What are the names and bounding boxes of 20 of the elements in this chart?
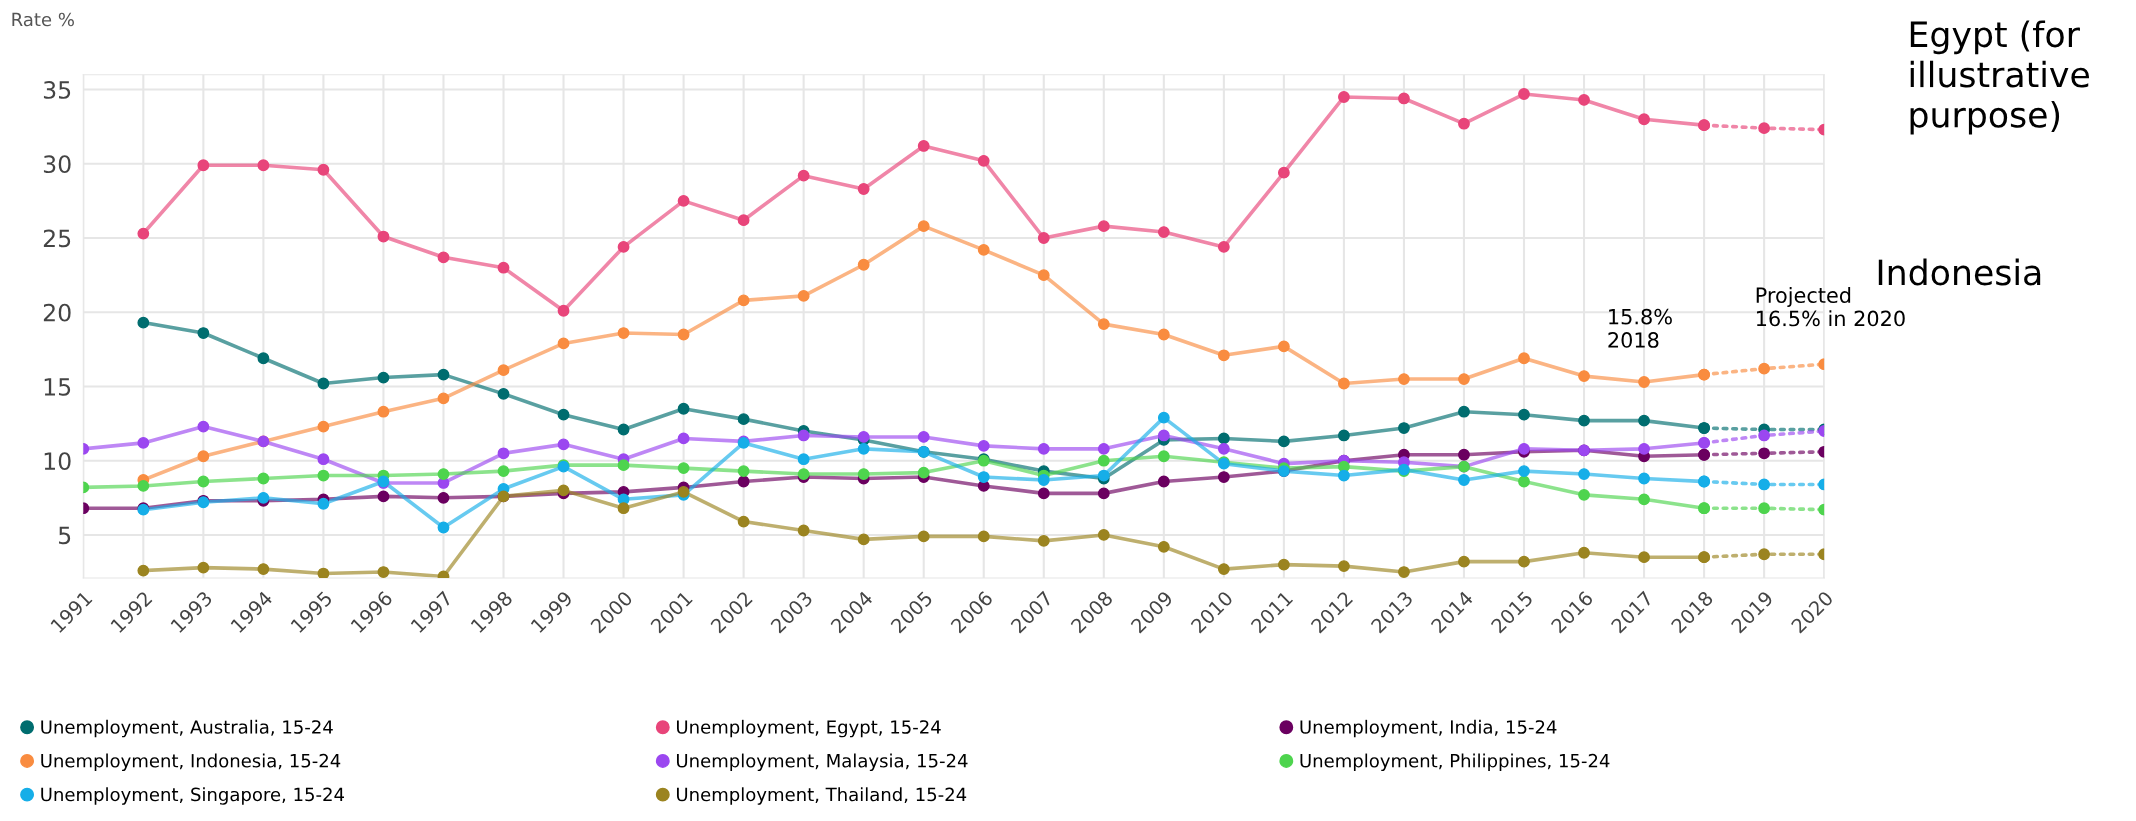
- legend-label: Unemployment, Australia, 15-24: [41, 719, 333, 738]
- y-tick-label: 5: [58, 526, 71, 545]
- legend-label: Unemployment, Philippines, 15-24: [1300, 753, 1610, 772]
- legend-label: Unemployment, India, 15-24: [1300, 719, 1557, 738]
- y-axis-title: Rate %: [12, 12, 74, 27]
- y-tick-label: 35: [43, 81, 71, 99]
- legend-label: Unemployment, Egypt, 15-24: [677, 719, 941, 738]
- legend-label: Unemployment, Singapore, 15-24: [41, 787, 344, 805]
- text: Egypt (for illustrative purpose): [1910, 20, 2089, 135]
- legend-label: Unemployment, Malaysia, 15-24: [677, 753, 968, 772]
- y-tick-label: 20: [43, 303, 71, 322]
- y-tick-label: 25: [43, 229, 71, 248]
- text: Indonesia: [1878, 258, 2041, 286]
- y-tick-label: 30: [43, 155, 71, 174]
- annotation: 15.8% 2018: [1608, 308, 1672, 348]
- legend-label: Unemployment, Thailand, 15-24: [677, 787, 967, 805]
- y-tick-label: 15: [44, 378, 71, 396]
- y-tick-label: 10: [44, 452, 71, 471]
- legend-label: Unemployment, Indonesia, 15-24: [41, 753, 341, 772]
- annotation: Projected 16.5% in 2020: [1756, 286, 1905, 327]
